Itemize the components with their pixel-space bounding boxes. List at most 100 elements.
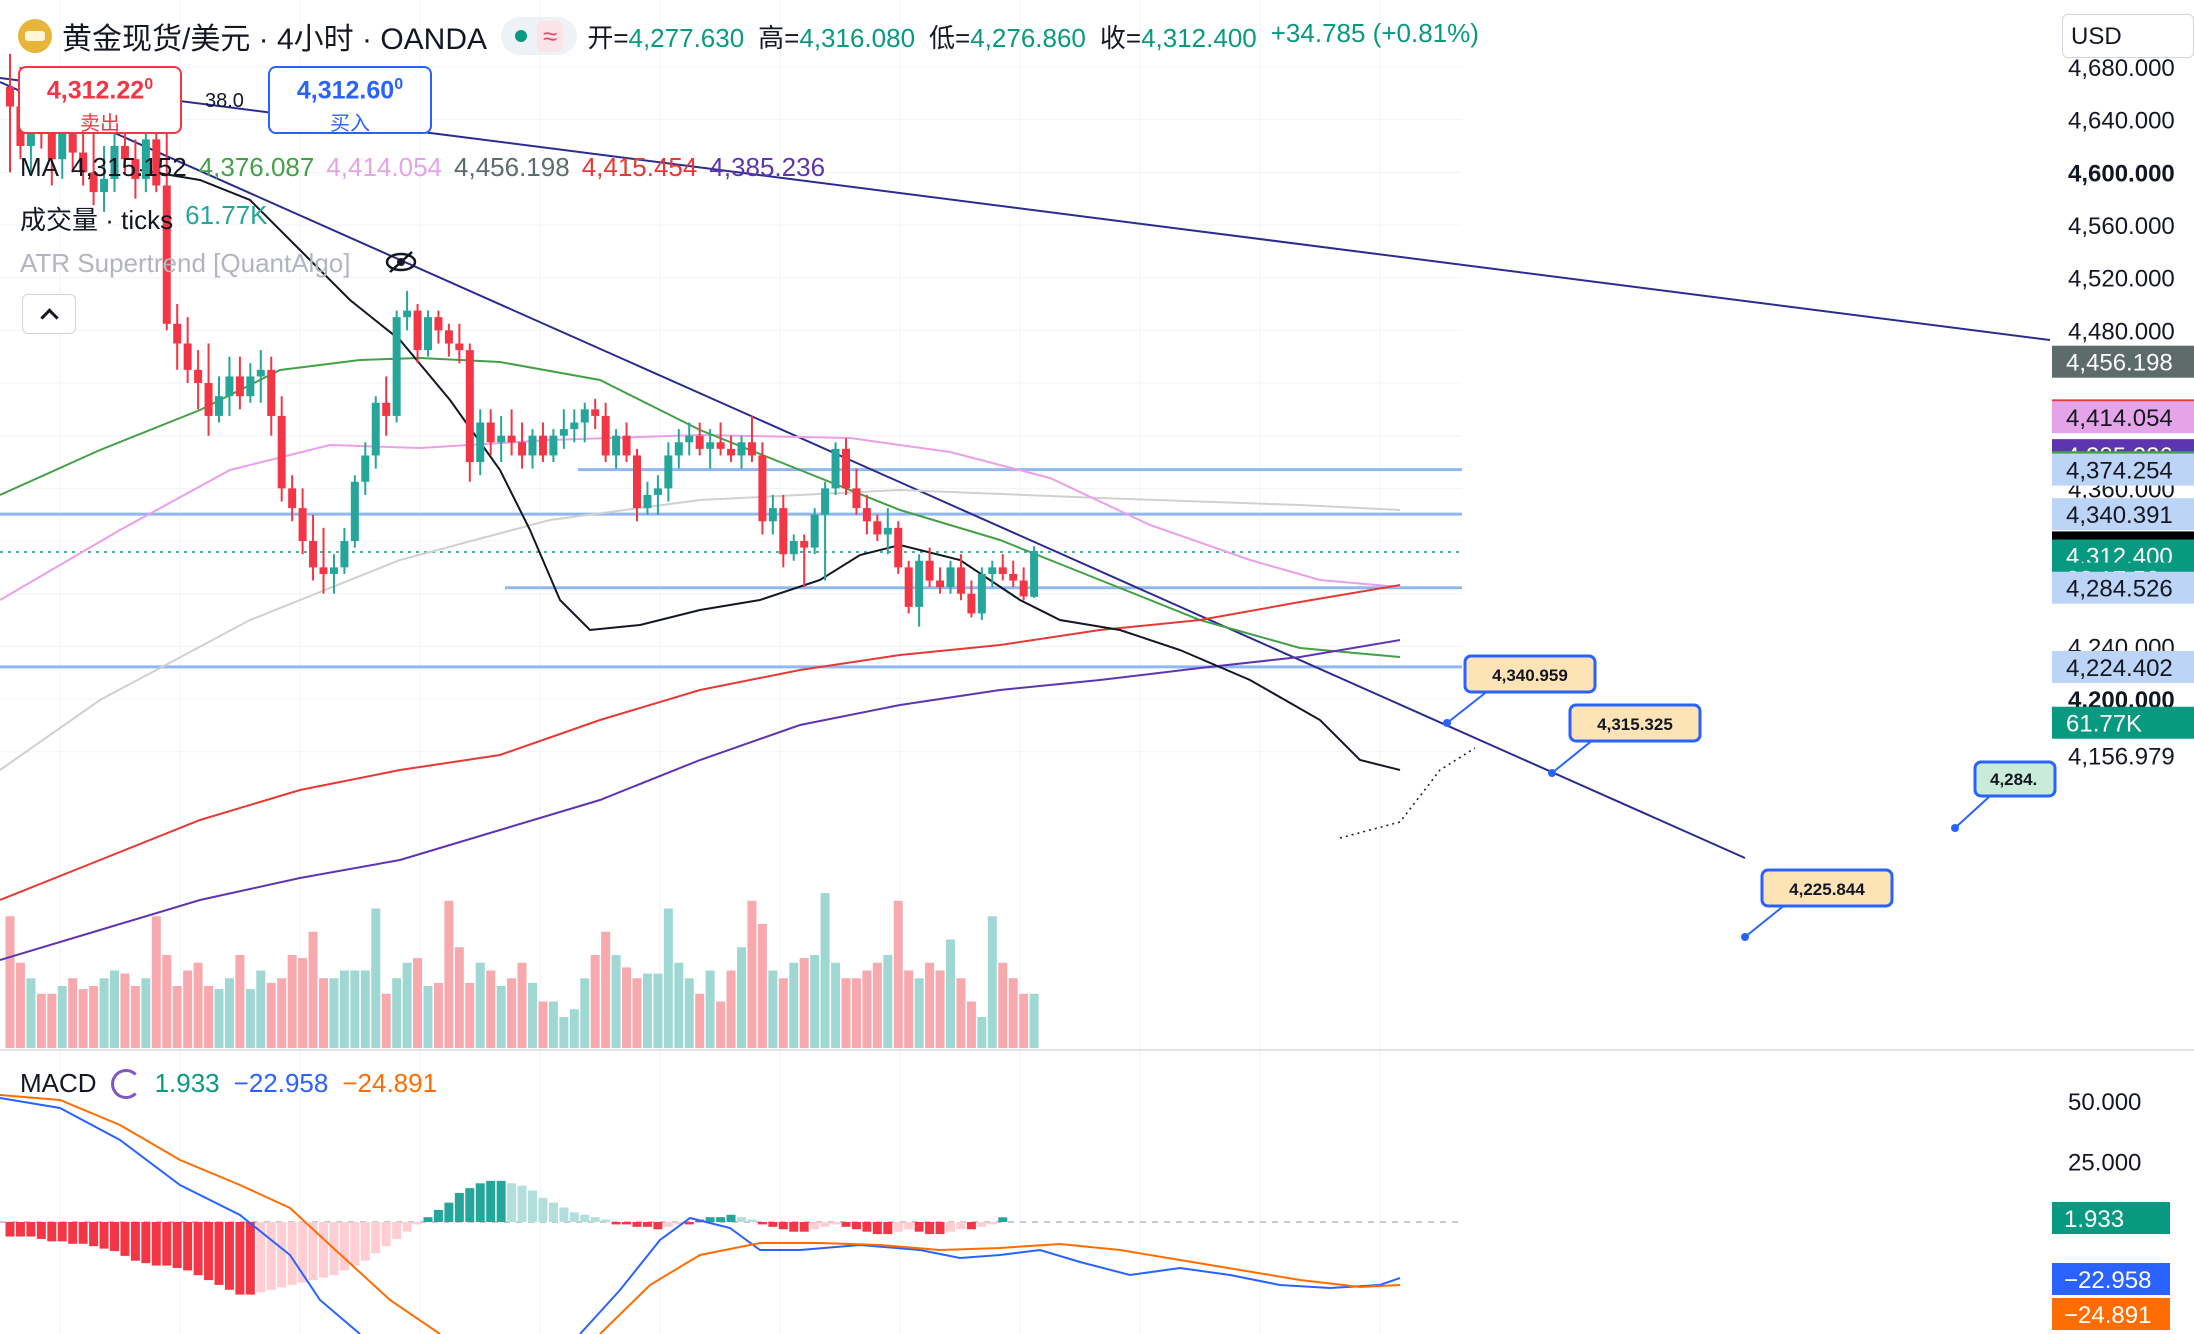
volume-bar	[162, 955, 172, 1048]
macd-histogram-bar	[601, 1219, 611, 1222]
candle-body	[685, 435, 694, 443]
candle-body	[591, 409, 600, 416]
macd-histogram-bar	[162, 1222, 172, 1266]
volume-bar	[433, 982, 443, 1048]
macd-histogram-bar	[371, 1222, 381, 1254]
macd-histogram-bar	[872, 1222, 882, 1235]
macd-histogram-bar	[193, 1222, 203, 1276]
signal-line-right	[599, 1242, 1401, 1334]
candle-body	[559, 429, 568, 436]
volume-bar	[757, 924, 767, 1048]
macd-histogram-bar	[757, 1222, 767, 1225]
candle-body	[1009, 573, 1018, 581]
candle-body	[789, 541, 798, 555]
candle-body	[309, 541, 318, 568]
macd-histogram-bar	[204, 1222, 214, 1281]
macd-histogram-bar	[214, 1222, 224, 1285]
signal-line	[0, 1094, 441, 1334]
volume-bar	[402, 962, 412, 1048]
macd-histogram-bar	[360, 1222, 370, 1261]
macd-legend[interactable]: MACD 1.933 −22.958 −24.891	[20, 1068, 438, 1099]
hidden-eye-icon[interactable]	[384, 250, 418, 274]
price-axis[interactable]: 4,680.000 4,640.000 4,600.000 4,560.000 4,52…	[2052, 55, 2194, 771]
volume-bar	[350, 970, 360, 1048]
candle-body	[382, 402, 391, 416]
candle-body	[183, 343, 192, 370]
macd-histogram-bar	[475, 1183, 485, 1222]
atr-legend[interactable]: ATR Supertrend [QuantAlgo]	[20, 248, 351, 278]
chart-annotations[interactable]: 4,340.959 4,315.325 4,225.844 4,284.	[1339, 654, 2057, 941]
macd-histogram-bar	[768, 1222, 778, 1227]
candle-body	[497, 435, 506, 443]
macd-histogram-bar	[820, 1222, 830, 1227]
volume-bar	[789, 962, 799, 1048]
collapse-legend-button[interactable]	[22, 294, 76, 334]
candle-body	[747, 442, 756, 456]
refresh-icon[interactable]	[110, 1068, 141, 1099]
macd-histogram-bar	[444, 1202, 454, 1222]
price-tag-label: 4,456.198	[2066, 350, 2173, 377]
callout-4340	[1463, 654, 1597, 694]
trend-lines[interactable]	[0, 77, 2051, 859]
candle-body	[633, 455, 641, 509]
ma-legend[interactable]: MA 4,315.152 4,376.087 4,414.054 4,456.1…	[20, 152, 826, 182]
callout-4315-anchor	[1548, 769, 1556, 777]
candle-body	[246, 376, 255, 397]
price-tag-label: 4,284.526	[2066, 576, 2173, 603]
candle-body	[235, 376, 244, 397]
volume-bar	[465, 982, 475, 1048]
volume-bar	[256, 970, 266, 1048]
volume-bar	[381, 993, 391, 1048]
candle-body	[361, 455, 370, 482]
candle-body	[350, 481, 359, 542]
macd-histogram-bar	[914, 1222, 924, 1232]
volume-bar	[674, 962, 684, 1048]
candle-body	[455, 343, 464, 351]
candle-body	[653, 488, 662, 495]
macd-histogram-bar	[15, 1222, 25, 1237]
candle-body	[695, 435, 704, 449]
sell-button[interactable]: 4,312.220 卖出	[18, 66, 182, 135]
moving-average-lines	[0, 169, 1401, 961]
volume-bar	[36, 993, 46, 1048]
ma-line-red	[0, 584, 1401, 901]
candle-body	[946, 567, 955, 588]
macd-tag	[2052, 1298, 2170, 1330]
macd-histogram-bar	[851, 1222, 861, 1230]
volume-bar	[444, 900, 454, 1048]
macd-histogram-bar	[78, 1222, 88, 1244]
volume-bar	[120, 973, 130, 1048]
candle-body	[298, 508, 307, 542]
price-change: +34.785 (+0.81%)	[1270, 17, 1479, 48]
volume-bar	[78, 989, 88, 1048]
buy-button[interactable]: 4,312.600 买入	[268, 66, 432, 135]
candle-body	[998, 567, 1007, 574]
callout-4284-anchor	[1951, 824, 1959, 832]
candle-body	[549, 435, 558, 456]
volume-bar	[747, 900, 757, 1048]
price-tag	[2052, 453, 2194, 486]
symbol-title[interactable]: 黄金现货/美元 · 4小时 · OANDA	[62, 23, 488, 56]
volume-bar	[737, 947, 746, 1048]
callout-4225	[1760, 868, 1894, 908]
macd-histogram-bar	[266, 1222, 276, 1290]
volume-bar	[277, 978, 287, 1048]
candle-body	[79, 152, 88, 173]
volume-bar	[841, 978, 851, 1048]
volume-bar	[851, 978, 861, 1048]
macd-histogram-bar	[528, 1190, 537, 1222]
macd-tick: 50.000	[2068, 1089, 2141, 1116]
volume-legend[interactable]: 成交量 · ticks 61.77K	[20, 200, 268, 235]
volume-bar	[893, 900, 903, 1048]
market-status[interactable]: ≈	[501, 17, 578, 55]
macd-histogram-bar	[841, 1222, 851, 1227]
volume-bar	[684, 978, 694, 1048]
volume-bar	[705, 970, 715, 1048]
macd-histogram-bar	[726, 1214, 736, 1222]
macd-histogram-bar	[778, 1222, 788, 1230]
candle-body	[601, 415, 610, 456]
macd-histogram-bar	[642, 1222, 652, 1227]
currency-select[interactable]: USD	[2062, 14, 2194, 58]
volume-bar	[454, 947, 464, 1048]
